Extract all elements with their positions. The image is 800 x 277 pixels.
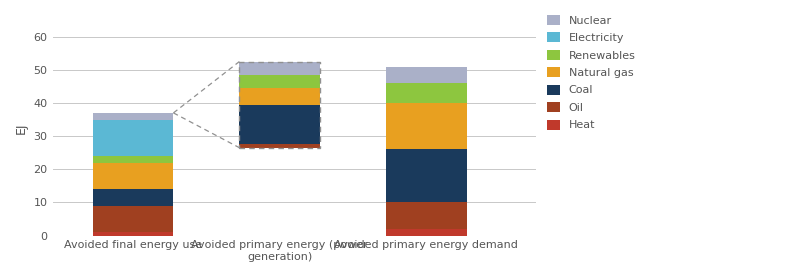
Bar bbox=[93, 163, 174, 189]
Bar bbox=[239, 61, 320, 148]
Bar bbox=[93, 232, 174, 235]
Bar bbox=[386, 229, 466, 235]
Bar bbox=[93, 156, 174, 163]
Bar bbox=[386, 66, 466, 83]
Bar bbox=[386, 202, 466, 229]
Bar bbox=[386, 103, 466, 149]
Bar bbox=[239, 88, 320, 105]
Bar bbox=[93, 113, 174, 120]
Legend: Nuclear, Electricity, Renewables, Natural gas, Coal, Oil, Heat: Nuclear, Electricity, Renewables, Natura… bbox=[546, 15, 636, 130]
Bar bbox=[239, 144, 320, 148]
Bar bbox=[239, 105, 320, 144]
Bar bbox=[239, 61, 320, 75]
Y-axis label: EJ: EJ bbox=[15, 122, 28, 134]
Bar bbox=[386, 149, 466, 202]
Bar bbox=[93, 189, 174, 206]
Bar bbox=[386, 83, 466, 103]
Bar bbox=[93, 120, 174, 156]
Bar bbox=[93, 206, 174, 232]
Bar bbox=[239, 75, 320, 88]
